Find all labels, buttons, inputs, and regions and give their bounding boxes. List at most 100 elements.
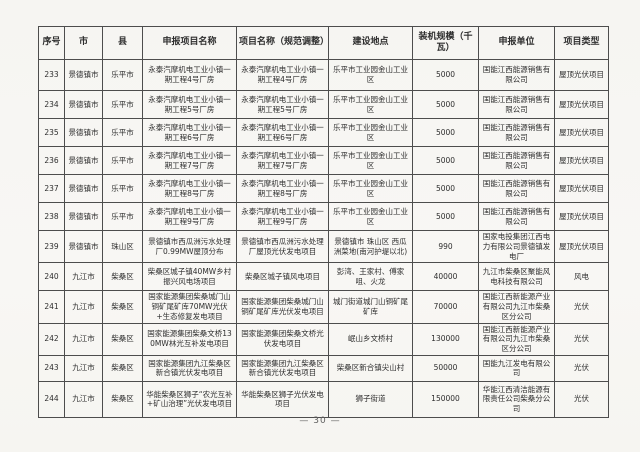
cell-applicant: 国能江西新能源产业有限公司九江市柴桑区分公司 (478, 322, 555, 356)
cell-no: 242 (38, 322, 65, 356)
cell-county: 柴桑区 (102, 380, 143, 418)
cell-adjusted-name: 国家能源集团柴桑文桥光伏发电项目 (236, 322, 329, 356)
page-number: — 30 — (299, 416, 341, 426)
cell-city: 景德镇市 (64, 59, 103, 91)
cell-applicant: 国能江西能源销售有限公司 (478, 90, 555, 119)
cell-applicant: 国能江西能源销售有限公司 (478, 174, 555, 203)
cell-city: 景德镇市 (64, 202, 103, 231)
cell-location: 乐平市工业园金山工业区 (328, 118, 413, 147)
table-row: 244 九江市 柴桑区 华能柴桑区狮子“农光互补+矿山治理”光伏发电项目 华能柴… (38, 380, 609, 418)
cell-no: 241 (38, 290, 65, 324)
cell-county: 乐平市 (102, 90, 143, 119)
cell-county: 珠山区 (102, 229, 143, 264)
cell-county: 乐平市 (102, 118, 143, 147)
cell-type: 屋顶光伏项目 (554, 59, 609, 91)
cell-declared-name: 永泰汽摩机电工业小镇一期工程6号厂房 (142, 118, 237, 147)
cell-type: 屋顶光伏项目 (554, 202, 609, 231)
cell-applicant: 国家电投集团江西电力有限公司景德镇发电厂 (478, 229, 555, 264)
cell-county: 乐平市 (102, 174, 143, 203)
table-row: 233 景德镇市 乐平市 永泰汽摩机电工业小镇一期工程4号厂房 永泰汽摩机电工业… (38, 59, 609, 91)
col-header-no: 序号 (38, 26, 65, 60)
cell-location: 景德镇市 珠山区 西瓜洲菜地(南河护堤以北) (328, 229, 413, 264)
cell-location: 乐平市工业园金山工业区 (328, 90, 413, 119)
cell-no: 233 (38, 59, 65, 91)
cell-no: 234 (38, 90, 65, 119)
cell-county: 乐平市 (102, 146, 143, 175)
cell-capacity: 5000 (412, 146, 479, 175)
cell-declared-name: 永泰汽摩机电工业小镇一期工程5号厂房 (142, 90, 237, 119)
col-header-location: 建设地点 (328, 26, 413, 60)
cell-declared-name: 柴桑区城子镇40MW乡村振兴风电场项目 (142, 262, 237, 292)
cell-city: 九江市 (64, 322, 103, 356)
cell-type: 风电 (554, 262, 609, 292)
cell-type: 光伏 (554, 322, 609, 356)
cell-county: 柴桑区 (102, 290, 143, 324)
table-row: 238 景德镇市 乐平市 永泰汽摩机电工业小镇一期工程9号厂房 永泰汽摩机电工业… (38, 202, 609, 231)
cell-adjusted-name: 景德镇市西瓜洲污水处理厂屋顶光伏发电项目 (236, 229, 329, 264)
col-header-adjusted-name: 项目名称（规范调整） (236, 26, 329, 60)
cell-location: 乐平市工业园金山工业区 (328, 146, 413, 175)
cell-city: 九江市 (64, 290, 103, 324)
cell-location: 岷山乡文桥村 (328, 322, 413, 356)
cell-applicant: 国能江西能源销售有限公司 (478, 146, 555, 175)
cell-applicant: 国能江西能源销售有限公司 (478, 202, 555, 231)
table-row: 239 景德镇市 珠山区 景德镇市西瓜洲污水处理厂0.99MW屋顶分布 景德镇市… (38, 229, 609, 264)
cell-type: 光伏 (554, 290, 609, 324)
cell-county: 柴桑区 (102, 322, 143, 356)
cell-type: 光伏 (554, 380, 609, 418)
cell-no: 240 (38, 262, 65, 292)
cell-county: 柴桑区 (102, 262, 143, 292)
col-header-applicant: 申报单位 (478, 26, 555, 60)
cell-capacity: 990 (412, 229, 479, 264)
table-row: 240 九江市 柴桑区 柴桑区城子镇40MW乡村振兴风电场项目 柴桑区城子镇风电… (38, 262, 609, 292)
cell-applicant: 华能江西清洁能源有限责任公司柴桑分公司 (478, 380, 555, 418)
cell-no: 243 (38, 354, 65, 382)
table-header-row: 序号 市 县 申报项目名称 项目名称（规范调整） 建设地点 装机规模（千瓦） 申… (38, 26, 609, 60)
cell-declared-name: 国家能源集团九江柴桑区新合镇光伏发电项目 (142, 354, 237, 382)
cell-type: 屋顶光伏项目 (554, 229, 609, 264)
cell-declared-name: 景德镇市西瓜洲污水处理厂0.99MW屋顶分布 (142, 229, 237, 264)
table-row: 243 九江市 柴桑区 国家能源集团九江柴桑区新合镇光伏发电项目 国家能源集团九… (38, 354, 609, 382)
cell-applicant: 九江市柴桑区聚能风电科技有限公司 (478, 262, 555, 292)
cell-applicant: 国能江西新能源产业有限公司九江市柴桑区分公司 (478, 290, 555, 324)
cell-capacity: 50000 (412, 354, 479, 382)
cell-city: 九江市 (64, 262, 103, 292)
table-row: 236 景德镇市 乐平市 永泰汽摩机电工业小镇一期工程7号厂房 永泰汽摩机电工业… (38, 146, 609, 175)
cell-declared-name: 永泰汽摩机电工业小镇一期工程4号厂房 (142, 59, 237, 91)
cell-location: 乐平市工业园金山工业区 (328, 59, 413, 91)
cell-no: 244 (38, 380, 65, 418)
cell-capacity: 150000 (412, 380, 479, 418)
table-row: 241 九江市 柴桑区 国家能源集团柴桑城门山铜矿尾矿库70MW光伏+生态修复发… (38, 290, 609, 324)
cell-declared-name: 华能柴桑区狮子“农光互补+矿山治理”光伏发电项目 (142, 380, 237, 418)
cell-declared-name: 国家能源集团柴桑文桥130MW林光互补发电项目 (142, 322, 237, 356)
cell-location: 城门街道城门山铜矿尾矿库 (328, 290, 413, 324)
cell-county: 乐平市 (102, 59, 143, 91)
cell-no: 235 (38, 118, 65, 147)
cell-type: 屋顶光伏项目 (554, 90, 609, 119)
cell-location: 彭湾、王家村、傅家咀、火龙 (328, 262, 413, 292)
cell-type: 光伏 (554, 354, 609, 382)
cell-declared-name: 永泰汽摩机电工业小镇一期工程7号厂房 (142, 146, 237, 175)
cell-county: 乐平市 (102, 202, 143, 231)
cell-adjusted-name: 国家能源集团九江柴桑区新合镇光伏发电项目 (236, 354, 329, 382)
cell-location: 乐平市工业园金山工业区 (328, 202, 413, 231)
cell-adjusted-name: 永泰汽摩机电工业小镇一期工程4号厂房 (236, 59, 329, 91)
cell-city: 景德镇市 (64, 90, 103, 119)
cell-city: 景德镇市 (64, 174, 103, 203)
cell-declared-name: 国家能源集团柴桑城门山铜矿尾矿库70MW光伏+生态修复发电项目 (142, 290, 237, 324)
cell-capacity: 40000 (412, 262, 479, 292)
col-header-city: 市 (64, 26, 103, 60)
col-header-declared-name: 申报项目名称 (142, 26, 237, 60)
cell-capacity: 5000 (412, 202, 479, 231)
cell-applicant: 国能江西能源销售有限公司 (478, 118, 555, 147)
cell-adjusted-name: 华能柴桑区狮子光伏发电项目 (236, 380, 329, 418)
table-row: 242 九江市 柴桑区 国家能源集团柴桑文桥130MW林光互补发电项目 国家能源… (38, 322, 609, 356)
cell-adjusted-name: 柴桑区城子镇风电项目 (236, 262, 329, 292)
cell-capacity: 5000 (412, 174, 479, 203)
table-body: 233 景德镇市 乐平市 永泰汽摩机电工业小镇一期工程4号厂房 永泰汽摩机电工业… (38, 59, 609, 418)
cell-location: 柴桑区新合镇尖山村 (328, 354, 413, 382)
cell-declared-name: 永泰汽摩机电工业小镇一期工程8号厂房 (142, 174, 237, 203)
cell-city: 九江市 (64, 380, 103, 418)
cell-capacity: 5000 (412, 118, 479, 147)
